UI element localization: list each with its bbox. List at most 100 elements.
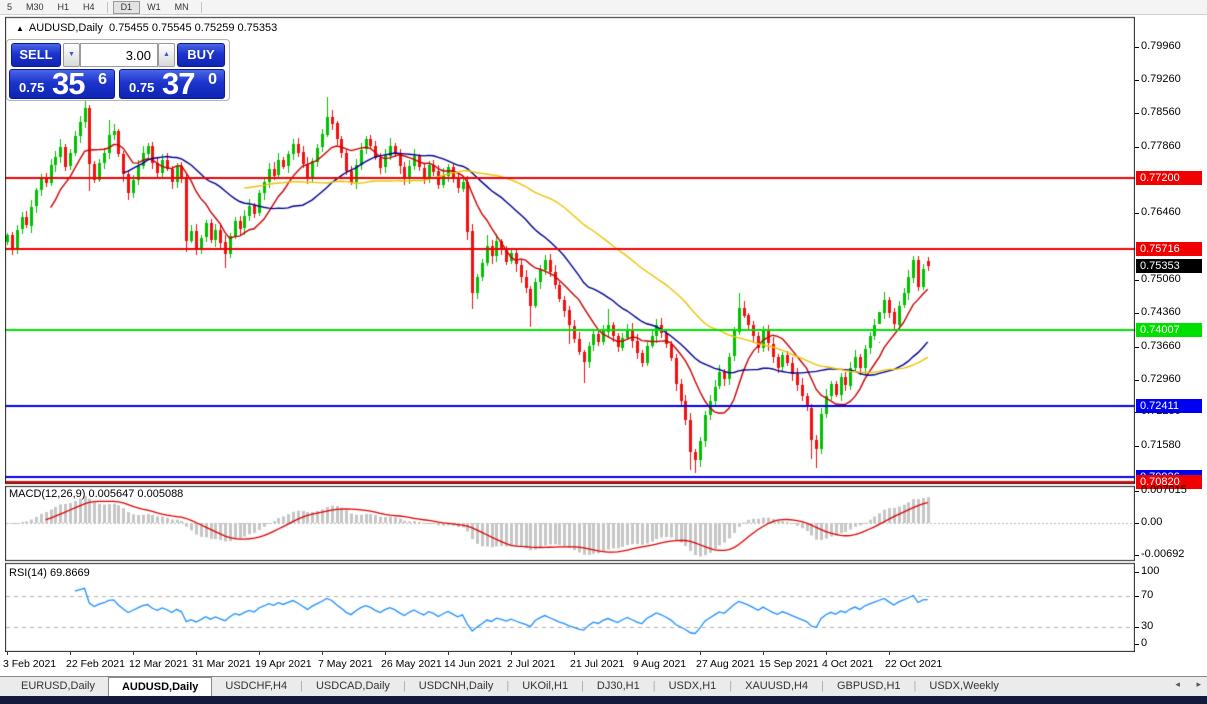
one-click-trading-widget: SELL ▼ ▲ BUY 0.75 35 6 0.75 37 0 [6,39,230,101]
price-tick-label: 0.78560 [1141,106,1181,118]
chart-tab-usdx-h1[interactable]: USDX,H1 [668,680,717,692]
date-tick-label: 22 Oct 2021 [885,658,943,670]
lot-size-input[interactable] [80,43,158,67]
window-bottom-edge [0,696,1207,704]
date-tick-label: 27 Aug 2021 [696,658,755,670]
sell-button[interactable]: SELL [11,43,61,67]
rsi-tick-label: 30 [1141,620,1154,632]
timeframe-button-D1[interactable]: D1 [112,0,141,14]
date-tick-mark [511,652,512,655]
tab-separator: | [581,680,584,692]
macd-tick-mark [1135,491,1139,492]
date-tick-label: 3 Feb 2021 [3,658,57,670]
chart-tab-xauusd-h4[interactable]: XAUUSD,H4 [745,680,809,692]
date-tick-label: 9 Aug 2021 [633,658,687,670]
date-tick-mark [574,652,575,655]
one-click-trading-toggle-icon[interactable]: ▲ [16,24,24,33]
price-tick-label: 0.73660 [1141,340,1181,352]
date-tick-mark [826,652,827,655]
date-tick-mark [385,652,386,655]
hline-price-badge: 0.74007 [1136,323,1202,337]
date-tick-label: 4 Oct 2021 [822,658,874,670]
date-tick-mark [700,652,701,655]
date-tick-mark [7,652,8,655]
date-tick-label: 14 Jun 2021 [444,658,502,670]
buy-price-display[interactable]: 0.75 37 0 [119,66,225,101]
sell-price-display[interactable]: 0.75 35 6 [9,66,115,101]
timeframe-button-MN[interactable]: MN [174,1,189,12]
macd-tick-label: 0.00 [1141,516,1163,528]
chart-tab-audusd-daily[interactable]: AUDUSD,Daily [107,677,213,696]
tab-scroll-left-icon[interactable]: ◂ [1175,679,1180,689]
price-tick-label: 0.76460 [1141,206,1181,218]
ohlc-high: 0.75545 [151,22,192,34]
lot-decrease-button[interactable]: ▼ [63,43,80,67]
rsi-tick-label: 100 [1141,565,1160,577]
chart-tab-usdcad-daily[interactable]: USDCAD,Daily [315,680,390,692]
buy-price-big: 37 [162,66,195,101]
hline-price-badge: 0.70820 [1136,475,1202,489]
timeframe-button-M30[interactable]: M30 [26,1,44,12]
sell-price-pip: 6 [98,71,107,88]
buy-price-pip: 0 [208,71,217,88]
timeframe-button-5[interactable]: 5 [7,1,13,12]
date-tick-label: 26 May 2021 [381,658,442,670]
date-tick-mark [448,652,449,655]
rsi-tick-mark [1135,596,1139,597]
price-tick-mark [1135,380,1139,381]
chart-tab-ukoil-h1[interactable]: UKOil,H1 [522,680,569,692]
price-tick-mark [1135,47,1139,48]
symbol-name: AUDUSD,Daily [28,22,103,34]
chevron-down-icon: ▼ [68,51,75,58]
date-tick-label: 19 Apr 2021 [255,658,312,670]
tab-separator: | [729,680,733,692]
price-tick-mark [1135,280,1139,281]
chart-tab-eurusd-daily[interactable]: EURUSD,Daily [21,680,95,692]
hline-price-badge: 0.77200 [1136,171,1202,185]
timeframe-button-H1[interactable]: H1 [57,1,70,12]
timeframe-toolbar: 5 M30 H1 H4 D1 W1 MN [0,0,1207,15]
price-tick-mark [1135,446,1139,447]
macd-tick-mark [1135,523,1139,524]
ohlc-low: 0.75259 [194,22,235,34]
rsi-indicator-label: RSI(14) 69.8669 [9,567,90,579]
price-tick-label: 0.74360 [1141,306,1181,318]
date-tick-label: 2 Jul 2021 [507,658,556,670]
tab-scroll-right-icon[interactable]: ▸ [1196,679,1201,689]
macd-tick-label: -0.00692 [1141,548,1185,560]
rsi-tick-label: 0 [1141,637,1148,649]
price-tick-label: 0.71580 [1141,439,1181,451]
price-tick-label: 0.79260 [1141,73,1181,85]
toolbar-separator [200,1,202,13]
chart-tab-usdcnh-daily[interactable]: USDCNH,Daily [418,680,494,692]
price-tick-label: 0.75060 [1141,273,1181,285]
macd-tick-label: 0.007015 [1141,484,1187,496]
ohlc-close: 0.75353 [237,22,278,34]
rsi-tick-label: 70 [1141,589,1154,601]
date-tick-label: 31 Mar 2021 [192,658,251,670]
chart-tab-gbpusd-h1[interactable]: GBPUSD,H1 [836,680,901,692]
rsi-tick-mark [1135,644,1139,645]
rsi-tick-mark [1135,572,1139,573]
date-tick-mark [133,652,134,655]
tab-separator: | [652,680,656,692]
tab-separator: | [821,680,824,692]
buy-price-prefix: 0.75 [129,80,155,95]
chart-tab-usdchf-h4[interactable]: USDCHF,H4 [225,680,288,692]
chart-tab-usdx-weekly[interactable]: USDX,Weekly [929,680,999,692]
tab-separator: | [300,680,303,692]
price-chart-canvas[interactable] [5,16,1135,652]
date-tick-label: 12 Mar 2021 [129,658,188,670]
date-tick-label: 21 Jul 2021 [570,658,625,670]
hline-price-badge: 0.72411 [1136,399,1202,413]
buy-button[interactable]: BUY [177,43,225,67]
price-tick-mark [1135,147,1139,148]
lot-increase-button[interactable]: ▲ [158,43,175,67]
rsi-value: 69.8669 [49,567,90,579]
chart-tab-dj30-h1[interactable]: DJ30,H1 [596,680,640,692]
price-tick-mark [1135,213,1139,214]
timeframe-button-H4[interactable]: H4 [83,1,95,12]
tab-separator: | [506,680,510,692]
timeframe-button-W1[interactable]: W1 [147,1,161,12]
